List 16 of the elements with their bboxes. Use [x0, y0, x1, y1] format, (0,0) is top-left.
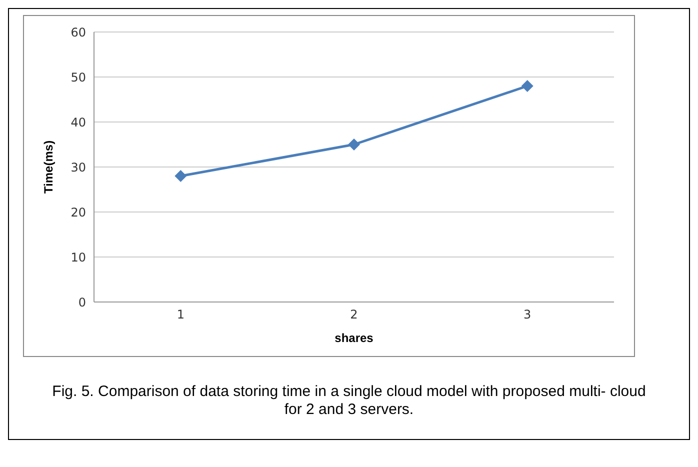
y-tick-label: 20 — [70, 205, 86, 220]
y-tick-label: 40 — [70, 115, 86, 130]
x-axis-title: shares — [334, 331, 374, 345]
x-tick-label: 3 — [524, 308, 532, 322]
y-tick-label: 0 — [78, 295, 86, 310]
y-tick-label: 10 — [70, 250, 86, 264]
y-axis-title: Time(ms) — [41, 140, 56, 194]
point — [174, 170, 187, 182]
y-tick-label: 30 — [70, 160, 86, 174]
x-tick-label: 2 — [350, 308, 358, 322]
x-tick-label: 1 — [176, 308, 184, 322]
y-tick-label: 60 — [70, 25, 86, 40]
y-tick-label: 50 — [70, 70, 86, 84]
caption: Fig. 5. Comparison of data storing time in a single cloud model with proposed multi- cloud for 2 and 3 servers. — [51, 383, 647, 419]
point — [348, 138, 360, 150]
point — [521, 80, 534, 92]
